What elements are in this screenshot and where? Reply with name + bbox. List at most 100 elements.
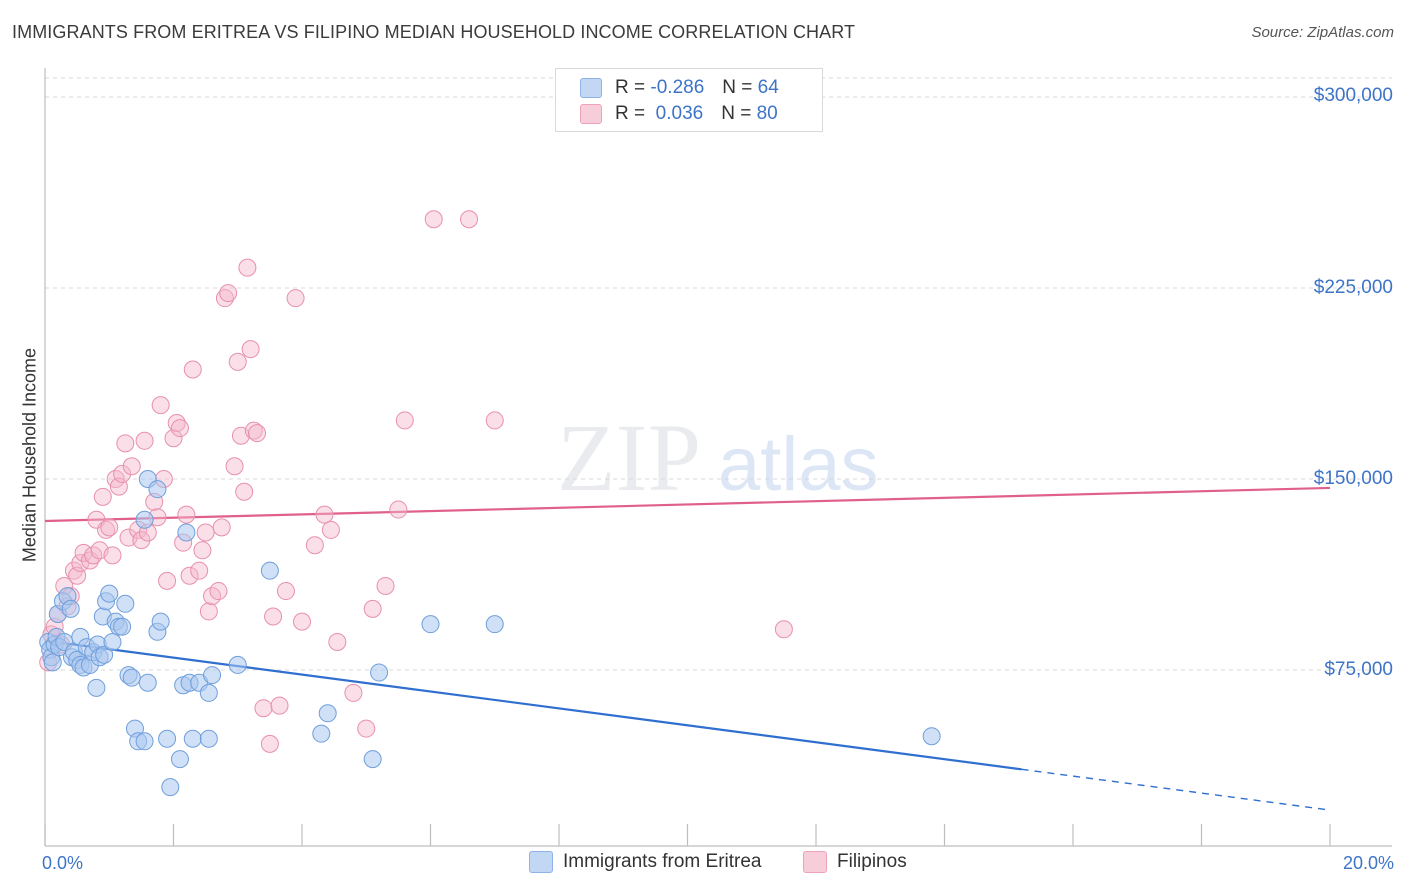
legend-swatch-eritrea [580, 78, 602, 98]
data-point-filipinos [293, 612, 311, 631]
watermark: ZIP atlas [557, 404, 879, 511]
trend-line-filipinos [44, 486, 1331, 523]
series-eritrea [39, 470, 941, 797]
data-point-filipinos [389, 500, 408, 519]
data-point-filipinos [93, 487, 112, 506]
legend-swatch-filipinos [580, 104, 602, 124]
data-point-filipinos [177, 505, 196, 524]
data-point-eritrea [148, 480, 167, 499]
data-point-filipinos [286, 289, 305, 308]
data-point-filipinos [238, 258, 257, 277]
data-point-filipinos [424, 210, 443, 229]
data-point-filipinos [116, 434, 135, 453]
data-point-filipinos [199, 602, 218, 621]
y-axis-label: Median Household Income [19, 347, 40, 563]
data-point-eritrea [183, 729, 202, 748]
data-point-filipinos [122, 457, 141, 476]
trend-lines [44, 486, 1331, 811]
data-point-eritrea [135, 510, 154, 529]
legend-item-eritrea: Immigrants from Eritrea [529, 851, 761, 873]
data-point-filipinos [219, 284, 238, 303]
legend-r-label: R = [615, 103, 646, 124]
y-tick-label: $300,000 [1313, 85, 1393, 106]
data-point-eritrea [421, 615, 440, 634]
data-point-filipinos [225, 457, 244, 476]
watermark-zip: ZIP [557, 404, 701, 511]
data-point-eritrea [138, 673, 157, 692]
data-point-filipinos [344, 683, 363, 702]
data-point-filipinos [113, 464, 132, 483]
legend-swatch-filipinos [803, 851, 827, 873]
data-point-filipinos [132, 531, 151, 550]
y-tick-label: $75,000 [1324, 659, 1393, 680]
data-point-filipinos [485, 411, 504, 430]
legend-n-label: N = [722, 77, 753, 98]
y-tick-label: $150,000 [1313, 468, 1393, 489]
grid-lines [45, 77, 1392, 671]
data-point-eritrea [100, 584, 119, 603]
data-point-filipinos [151, 396, 170, 415]
data-point-filipinos [164, 429, 183, 448]
data-point-filipinos [228, 352, 247, 371]
data-point-filipinos [315, 505, 334, 524]
data-point-filipinos [276, 582, 295, 601]
data-point-filipinos [254, 699, 273, 718]
legend-row-filipinos: R = 0.036 N = 80 [580, 102, 778, 126]
data-point-filipinos [235, 482, 254, 501]
data-point-eritrea [318, 704, 337, 723]
data-point-eritrea [135, 732, 154, 751]
data-point-eritrea [922, 727, 941, 746]
legend-r-label: R = [615, 77, 646, 98]
data-point-eritrea [199, 683, 218, 702]
data-point-eritrea [170, 750, 189, 769]
legend-r-value: -0.286 [650, 77, 705, 98]
data-point-filipinos [241, 340, 260, 359]
trend-line-eritrea-extension [1021, 768, 1331, 811]
data-point-filipinos [363, 599, 382, 618]
data-point-filipinos [774, 620, 793, 639]
data-point-filipinos [170, 419, 189, 438]
data-point-eritrea [151, 612, 170, 631]
legend-n-value: 80 [756, 103, 778, 124]
data-point-eritrea [199, 729, 218, 748]
legend-item-filipinos: Filipinos [803, 851, 907, 873]
data-point-eritrea [260, 561, 279, 580]
data-point-eritrea [485, 615, 504, 634]
data-point-filipinos [97, 520, 116, 539]
legend-label-filipinos: Filipinos [837, 851, 907, 872]
data-point-eritrea [113, 617, 132, 636]
y-tick-label: $225,000 [1313, 277, 1393, 298]
data-point-filipinos [103, 546, 122, 565]
data-point-filipinos [244, 421, 263, 440]
data-point-filipinos [180, 566, 199, 585]
correlation-legend: R = -0.286 N = 64 R = 0.036 N = 80 [555, 68, 823, 132]
data-point-filipinos [270, 696, 289, 715]
data-point-eritrea [43, 653, 62, 672]
data-point-eritrea [203, 666, 222, 685]
data-point-filipinos [193, 541, 212, 560]
chart-title: IMMIGRANTS FROM ERITREA VS FILIPINO MEDI… [12, 22, 856, 42]
x-tick-label: 0.0% [42, 853, 84, 873]
data-point-filipinos [305, 536, 324, 555]
legend-label-eritrea: Immigrants from Eritrea [563, 851, 762, 872]
data-point-filipinos [167, 413, 186, 432]
watermark-atlas: atlas [718, 422, 879, 507]
legend-swatch-eritrea [529, 851, 553, 873]
axes [44, 68, 1392, 847]
data-point-eritrea [95, 645, 114, 664]
data-point-eritrea [87, 678, 106, 697]
data-point-eritrea [116, 594, 135, 613]
data-point-eritrea [363, 750, 382, 769]
data-point-filipinos [64, 561, 83, 580]
data-point-filipinos [260, 734, 279, 753]
data-point-filipinos [212, 518, 231, 537]
data-point-eritrea [122, 668, 141, 687]
source-label: Source: ZipAtlas.com [1251, 24, 1394, 41]
data-point-filipinos [196, 523, 215, 542]
data-point-eritrea [177, 523, 196, 542]
data-point-filipinos [183, 360, 202, 379]
legend-row-eritrea: R = -0.286 N = 64 [580, 76, 779, 100]
data-point-filipinos [158, 571, 177, 590]
data-point-filipinos [357, 719, 376, 738]
data-point-filipinos [100, 518, 119, 537]
